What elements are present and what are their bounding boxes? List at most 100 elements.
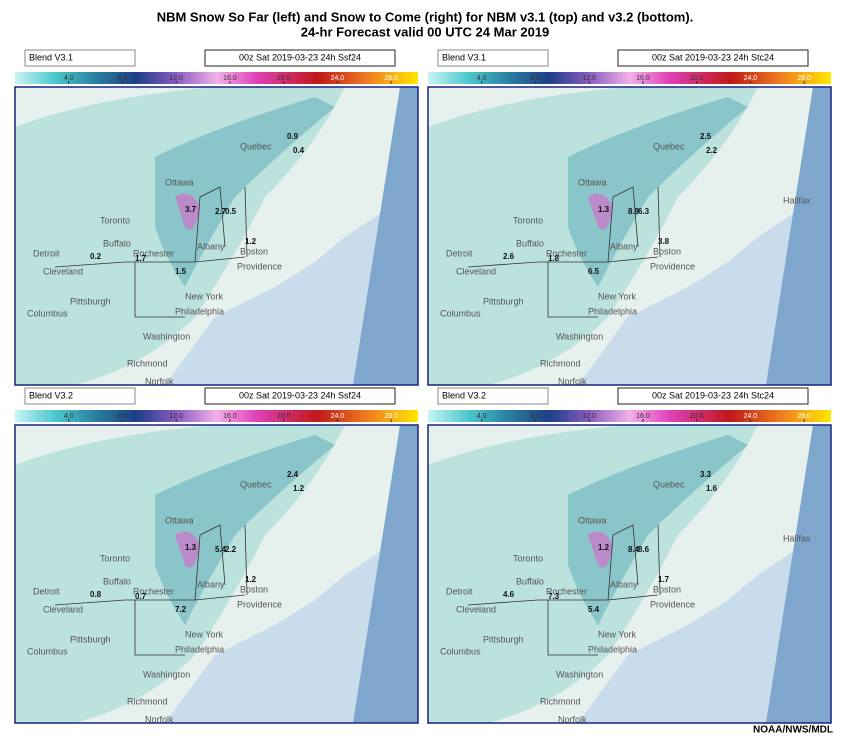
panel: Blend V3.1 00z Sat 2019-03-23 24h Ssf24 4.…	[14, 49, 419, 386]
snow-max	[175, 531, 200, 568]
panel: Blend V3.2 00z Sat 2019-03-23 24h Ssf24 4.…	[14, 387, 419, 724]
borders	[54, 186, 248, 318]
city-label: Albany	[610, 579, 638, 589]
colorbar-tick-label: 20.0	[690, 413, 704, 420]
city-label: Columbus	[440, 646, 481, 656]
city-label: Toronto	[100, 553, 130, 563]
city-label: Richmond	[540, 358, 581, 368]
product-box	[204, 49, 396, 67]
city-label: Philadelphia	[588, 644, 637, 654]
city-label: Richmond	[127, 358, 168, 368]
station-value: 2.2	[225, 545, 237, 554]
colorbar	[428, 410, 831, 422]
station-value: 3.8	[658, 237, 670, 246]
city-label: Cleveland	[43, 604, 83, 614]
station-value: 1.2	[245, 575, 257, 584]
city-label: Toronto	[100, 215, 130, 225]
outside-domain	[353, 87, 418, 385]
model-box	[24, 49, 136, 67]
colorbar-tick-label: 24.0	[331, 75, 345, 82]
city-label: Pittsburgh	[70, 296, 111, 306]
product-box	[617, 387, 809, 405]
station-value: 7.2	[175, 605, 187, 614]
city-label: Quebec	[653, 141, 685, 151]
outside-domain	[766, 87, 831, 385]
product-label: 00z Sat 2019-03-23 24h Ssf24	[239, 390, 361, 400]
colorbar-tick-label: 4.0	[64, 413, 74, 420]
city-label: Albany	[197, 241, 225, 251]
snow-max	[588, 531, 613, 568]
borders	[467, 524, 661, 656]
ocean	[578, 187, 831, 385]
station-value: 1.5	[175, 267, 187, 276]
city-label: Cleveland	[43, 266, 83, 276]
city-label: Richmond	[127, 696, 168, 706]
city-label: New York	[598, 629, 637, 639]
station-value: 2.5	[700, 132, 712, 141]
map-frame	[14, 86, 419, 386]
station-value: 7.3	[548, 592, 560, 601]
station-value: 1.8	[548, 254, 560, 263]
colorbar-tick-label: 16.0	[636, 413, 650, 420]
city-label: Pittsburgh	[483, 634, 524, 644]
city-label: Providence	[650, 261, 695, 271]
city-label: Detroit	[446, 248, 473, 258]
map-frame	[427, 86, 832, 386]
snow-heavy	[568, 97, 748, 287]
station-value: 1.3	[185, 543, 197, 552]
city-label: Philadelphia	[175, 644, 224, 654]
station-value: 1.2	[598, 543, 610, 552]
city-label: Toronto	[513, 553, 543, 563]
city-label: New York	[185, 291, 224, 301]
model-label: Blend V3.2	[29, 390, 73, 400]
colorbar-tick-label: 4.0	[64, 75, 74, 82]
colorbar-tick-label: 28.0	[384, 75, 398, 82]
city-label: Norfolk	[558, 376, 587, 386]
outside-domain	[353, 425, 418, 723]
station-value: 2.2	[706, 146, 718, 155]
model-box	[24, 387, 136, 405]
city-label: Boston	[240, 584, 268, 594]
product-label: 00z Sat 2019-03-23 24h Stc24	[652, 52, 774, 62]
ocean	[165, 525, 418, 723]
station-value: 0.7	[135, 592, 147, 601]
colorbar	[15, 72, 418, 84]
model-label: Blend V3.2	[442, 390, 486, 400]
city-label: Detroit	[33, 586, 60, 596]
model-box	[437, 49, 549, 67]
city-label: Columbus	[27, 308, 68, 318]
panel: Blend V3.1 00z Sat 2019-03-23 24h Stc24 4.…	[427, 49, 832, 386]
city-label: Buffalo	[516, 238, 544, 248]
map: Quebec Ottawa Toronto Detroit BuffaloRochest…	[14, 424, 419, 724]
snow-max	[588, 193, 613, 230]
station-value: 1.3	[598, 205, 610, 214]
station-value: 0.4	[293, 146, 305, 155]
city-label: Providence	[237, 599, 282, 609]
city-label: Richmond	[540, 696, 581, 706]
city-label: Boston	[240, 246, 268, 256]
colorbar	[428, 72, 831, 84]
colorbar-tick-label: 24.0	[744, 75, 758, 82]
product-label: 00z Sat 2019-03-23 24h Ssf24	[239, 52, 361, 62]
model-box	[437, 387, 549, 405]
map: Quebec Ottawa Toronto Halifax Detroit Buffalo…	[427, 424, 832, 724]
city-label: Cleveland	[456, 266, 496, 276]
model-label: Blend V3.1	[29, 52, 73, 62]
city-label: Halifax	[783, 195, 811, 205]
station-value: 0.8	[90, 590, 102, 599]
station-value: 1.6	[706, 484, 718, 493]
colorbar-tick-label: 28.0	[797, 413, 811, 420]
colorbar-tick-label: 24.0	[744, 413, 758, 420]
map-frame	[14, 424, 419, 724]
colorbar-tick-label: 8.0	[531, 75, 541, 82]
station-value: 1.7	[135, 254, 147, 263]
city-label: Providence	[237, 261, 282, 271]
city-label: Rochester	[133, 248, 174, 258]
colorbar-tick-label: 20.0	[277, 413, 291, 420]
city-label: Rochester	[133, 586, 174, 596]
colorbar-tick-label: 16.0	[223, 75, 237, 82]
city-label: Ottawa	[165, 177, 194, 187]
title: NBM Snow So Far (left) and Snow to Come …	[157, 9, 694, 24]
city-label: Buffalo	[103, 576, 131, 586]
ocean	[165, 187, 418, 385]
